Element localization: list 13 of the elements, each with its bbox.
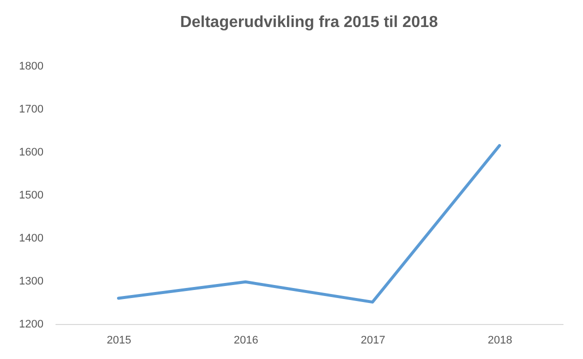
y-tick-label: 1700 (19, 104, 44, 116)
x-tick-label: 2017 (360, 334, 386, 346)
y-tick-label: 1300 (19, 276, 44, 288)
y-tick-label: 1800 (19, 60, 44, 72)
chart-title: Deltagerudvikling fra 2015 til 2018 (180, 14, 438, 31)
y-tick-label: 1600 (19, 146, 44, 158)
y-tick-label: 1200 (19, 318, 44, 330)
y-tick-label: 1400 (19, 232, 44, 244)
y-tick-label: 1500 (19, 190, 44, 202)
x-tick-label: 2016 (234, 334, 258, 346)
line-series (117, 144, 501, 304)
x-tick-label: 2015 (106, 334, 132, 346)
x-tick-label: 2018 (488, 334, 512, 346)
